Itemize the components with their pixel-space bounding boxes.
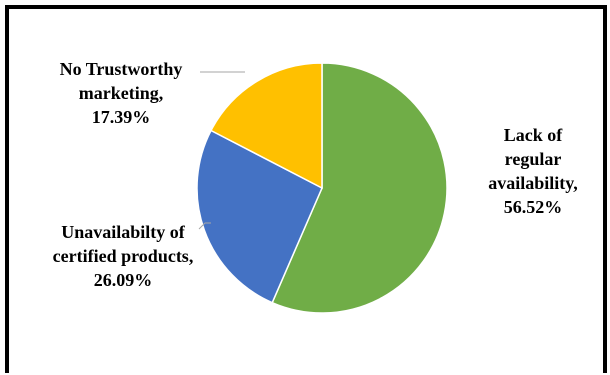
pie-slice-3 — [210, 62, 323, 190]
leader-lines — [198, 71, 245, 230]
slice-label-3: No Trustworthy marketing, 17.39% — [60, 59, 183, 127]
slice-label-line: Unavailabilty of — [61, 222, 186, 242]
slice-label-line: availability, — [488, 173, 578, 193]
slice-label-line: 26.09% — [94, 270, 153, 290]
slice-label-2: Unavailabilty of certified products, 26.09… — [53, 222, 194, 290]
slice-label-line: 17.39% — [92, 107, 151, 127]
slice-label-line: 56.52% — [504, 197, 563, 217]
pie-slice-1 — [271, 62, 448, 314]
slice-label-line: No Trustworthy — [60, 59, 183, 79]
data-labels: Lack of regular availability, 56.52% Unavail… — [53, 59, 578, 290]
pie-slices — [196, 62, 448, 314]
slice-label-1: Lack of regular availability, 56.52% — [488, 125, 578, 217]
leader-line-2 — [198, 222, 211, 230]
slice-label-line: certified products, — [53, 246, 194, 266]
pie-slice-2 — [196, 129, 323, 304]
slice-label-line: marketing, — [79, 83, 164, 103]
slice-label-line: Lack of — [504, 125, 564, 145]
slice-label-line: regular — [505, 149, 562, 169]
